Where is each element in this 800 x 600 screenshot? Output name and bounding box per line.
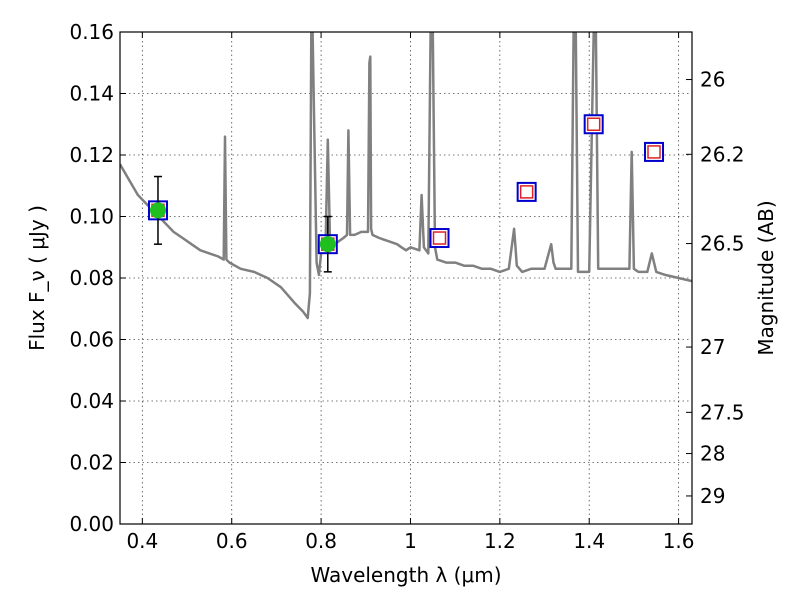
y-tick-label: 0.10 (69, 205, 114, 229)
y2-tick-label: 27 (700, 335, 725, 359)
points-layer (147, 114, 665, 273)
x-tick-label: 1.4 (573, 529, 605, 553)
spectrum-layer (120, 32, 692, 320)
x-tick-label: 1 (404, 529, 417, 553)
model-point-inner (647, 145, 661, 159)
y2-tick-label: 26.5 (700, 232, 745, 256)
y2-tick-label: 26.2 (700, 142, 745, 166)
model-point-inner (586, 117, 601, 131)
observed-point (319, 236, 336, 253)
y2-tick-label: 28 (700, 442, 725, 466)
y-tick-label: 0.14 (69, 82, 114, 106)
y2-tick-label: 26 (700, 68, 725, 92)
ticks: 0.4 0.6 0.8 1 1.2 1.4 1.6 0.00 0.02 0.04 0.06 0.08 0… (69, 20, 744, 553)
observed-point (149, 202, 166, 219)
y2-axis-label: Magnitude (AB) (754, 200, 778, 355)
grid (120, 31, 692, 525)
y-tick-label: 0.12 (69, 143, 114, 167)
x-tick-label: 0.8 (305, 529, 337, 553)
y-tick-label: 0.04 (69, 389, 114, 413)
y-tick-label: 0.08 (69, 266, 114, 290)
y2-tick-label: 29 (700, 484, 725, 508)
y-tick-label: 0.06 (69, 328, 114, 352)
y-axis-label: Flux F_ν ( μJy ) (25, 205, 49, 351)
y-tick-label: 0.00 (69, 512, 114, 536)
spectrum-line (120, 32, 692, 320)
model-point-inner (432, 231, 447, 245)
x-tick-label: 1.6 (663, 529, 695, 553)
x-tick-label: 0.6 (216, 529, 248, 553)
y2-tick-label: 27.5 (700, 400, 745, 424)
model-point-inner (519, 185, 534, 199)
y-tick-label: 0.02 (69, 451, 114, 475)
x-axis-label: Wavelength λ (μm) (310, 563, 501, 587)
y-tick-label: 0.16 (69, 20, 114, 44)
x-tick-label: 0.4 (126, 529, 158, 553)
x-tick-label: 1.2 (484, 529, 516, 553)
